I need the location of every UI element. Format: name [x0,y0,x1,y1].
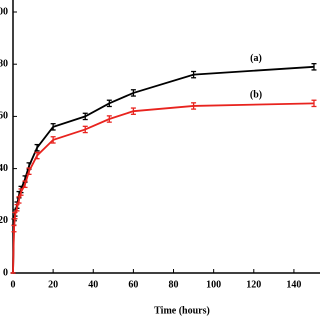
y-tick-label: 80 [0,58,8,69]
x-tick-label: 0 [11,279,16,290]
x-tick-label: 20 [48,279,58,290]
y-tick-label: 100 [0,6,8,17]
series-line [12,65,315,274]
y-tick-label: 0 [3,267,8,278]
error-bar [22,180,28,189]
error-bar [130,89,136,97]
error-bar [11,224,17,233]
error-bar [50,123,56,131]
x-tick-label: 40 [88,279,98,290]
error-bar [106,115,112,123]
error-bar [311,63,317,71]
error-bar [16,196,22,204]
x-tick-label: 80 [169,279,179,290]
error-bar [82,125,88,134]
error-bar [14,203,20,212]
error-bar [106,99,112,108]
x-tick-label: 60 [128,279,138,290]
error-bar [191,102,197,110]
x-tick-label: 100 [206,279,221,290]
error-bar [34,151,40,160]
error-bar [130,107,136,115]
x-tick-label: 140 [286,279,301,290]
error-bar [82,112,88,121]
y-tick-label: 60 [0,111,8,122]
series-label: (b) [250,90,262,101]
error-bar [18,188,24,196]
x-axis-label: Time (hours) [154,305,210,316]
error-bar [34,143,40,152]
series-label: (a) [250,53,262,64]
error-bar [191,70,197,79]
y-tick-label: 20 [0,215,8,226]
series-line [12,102,314,274]
x-tick-label: 120 [246,279,261,290]
error-bar [50,136,56,144]
error-bar [26,167,32,175]
y-tick-label: 40 [0,163,8,174]
error-bar [311,99,317,108]
error-bar [12,211,18,220]
